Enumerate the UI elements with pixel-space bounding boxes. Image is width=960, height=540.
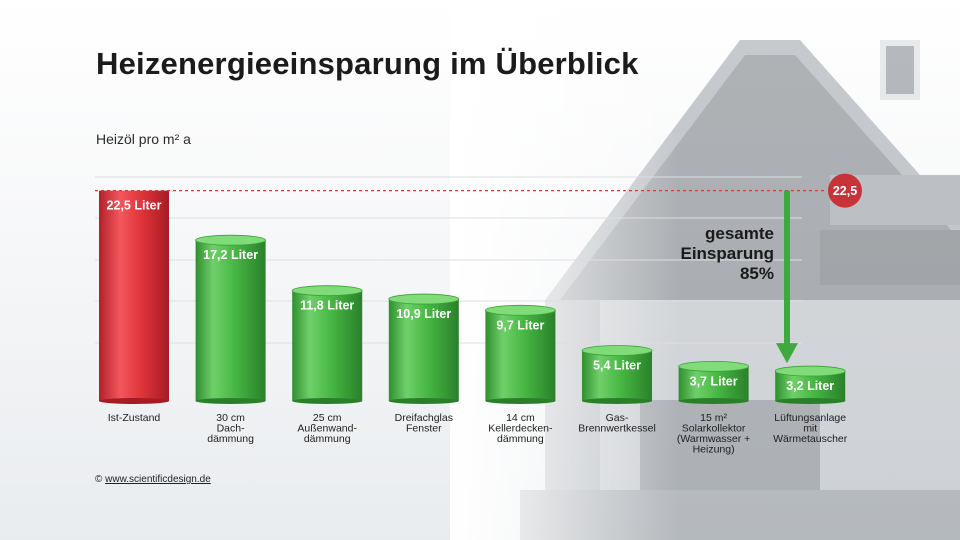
- bar-value-label: 3,2 Liter: [786, 379, 834, 393]
- bar-value-label: 9,7 Liter: [496, 318, 544, 332]
- y-axis-label: Heizöl pro m² a: [96, 131, 191, 147]
- arrow-shaft: [784, 190, 790, 346]
- x-tick-label: 25 cm Außenwand-dämmung: [297, 412, 357, 445]
- bar-bottom: [582, 398, 652, 404]
- bar-measure: 11,8 Liter: [291, 285, 363, 404]
- bar-measure: 9,7 Liter: [485, 304, 556, 404]
- x-tick-label: Ist-Zustand: [108, 412, 161, 424]
- bar-body: [678, 366, 749, 401]
- bar-value-label: 11,8 Liter: [300, 299, 354, 313]
- bar-cap: [291, 285, 363, 297]
- reference-line: 22,5: [95, 173, 862, 364]
- bar-cap: [485, 304, 556, 316]
- bar-bottom: [485, 398, 556, 404]
- x-tick-label: 14 cm Kellerdecken-dämmung: [488, 412, 553, 445]
- reference-badge: [828, 173, 862, 208]
- x-axis-labels: Ist-Zustand 30 cm Dach-dämmung 25 cm Außenwa…: [108, 412, 848, 456]
- bar-value-label: 3,7 Liter: [690, 374, 738, 388]
- bar-baseline: 22,5 Liter: [99, 190, 169, 404]
- x-tick-label: Gas-Brennwertkessel: [578, 412, 656, 435]
- bar-measure: 3,2 Liter: [774, 365, 846, 404]
- bar-bottom: [195, 398, 266, 404]
- x-tick-label: Dreifachglas Fenster: [395, 412, 453, 435]
- bar-body: [388, 299, 459, 401]
- bar-bottom: [292, 398, 363, 404]
- bar-value-label: 22,5 Liter: [107, 199, 162, 213]
- bar-bottom: [99, 398, 169, 404]
- bar-cap: [195, 234, 267, 246]
- bar-bottom: [775, 398, 846, 404]
- savings-line-1: gesamte: [705, 224, 774, 243]
- bar-cap: [581, 345, 653, 356]
- bar-measure: 3,7 Liter: [678, 361, 749, 404]
- bar-value-label: 10,9 Liter: [396, 307, 451, 321]
- x-tick-label: 15 m² Solarkollektor (Warmwasser + Heizung): [677, 412, 750, 456]
- savings-percent: 85%: [739, 264, 774, 283]
- reference-badge-label: 22,5: [833, 184, 857, 198]
- savings-annotation: gesamte Einsparung 85%: [600, 224, 774, 284]
- bar-value-label: 5,4 Liter: [593, 359, 641, 373]
- copyright-notice: © www.scientificdesign.de: [95, 474, 211, 485]
- bar-measure: 5,4 Liter: [581, 345, 653, 404]
- savings-arrow: [776, 190, 798, 364]
- copyright-link[interactable]: www.scientificdesign.de: [105, 474, 211, 485]
- bar-value-label: 17,2 Liter: [203, 248, 258, 262]
- savings-line-2: Einsparung: [680, 244, 774, 263]
- copyright-symbol: ©: [95, 474, 103, 485]
- arrow-head-icon: [776, 343, 798, 364]
- bar-measure: 17,2 Liter: [195, 234, 267, 404]
- bar-bottom: [388, 398, 459, 404]
- bar-body: [99, 190, 169, 401]
- bars: 22,5 Liter 17,2 Liter 11,8 Liter 10,9 Liter…: [99, 190, 846, 404]
- bar-cap: [678, 361, 749, 372]
- bar-cap: [388, 293, 460, 305]
- bar-cap: [774, 365, 846, 377]
- bar-measure: 10,9 Liter: [388, 293, 460, 404]
- bar-body: [292, 290, 363, 401]
- x-tick-label: 30 cm Dach-dämmung: [207, 412, 254, 445]
- x-tick-label: Lüftungsanlage mit Wärmetauscher: [773, 412, 848, 445]
- bar-body: [582, 350, 652, 401]
- bar-body: [195, 240, 266, 401]
- bar-bottom: [678, 398, 749, 404]
- chart-title: Heizenergieeinsparung im Überblick: [96, 46, 639, 81]
- bar-body: [485, 310, 556, 401]
